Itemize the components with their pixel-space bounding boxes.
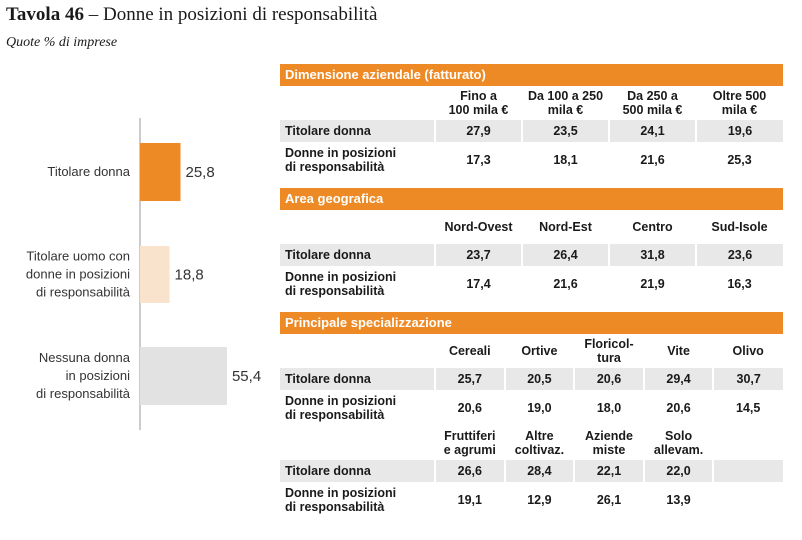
spec-table: Cereali Ortive Floricol-tura Vite Olivo Titol… — [280, 334, 783, 518]
spec-b-cell-1-3: 13,9 — [666, 493, 691, 507]
spec-a-cell-0-4: 30,7 — [712, 368, 783, 390]
table-row: Titolare donna 23,7 26,4 31,8 23,6 — [280, 244, 783, 266]
spec-a-column-header-1: Ortive — [521, 344, 558, 358]
geo-cell-0-0: 23,7 — [434, 244, 522, 266]
bar-value-label-0: 25,8 — [186, 164, 215, 181]
spec-a-cell-0-2: 20,6 — [573, 368, 644, 390]
size-cell-1-1: 18,1 — [553, 153, 578, 167]
size-cell-0-3: 19,6 — [695, 120, 783, 142]
category-label-2: Nessuna donna in posizioni di responsabili… — [36, 350, 131, 401]
table-row: Titolare donna 26,6 28,4 22,1 22,0 — [280, 460, 783, 482]
geo-cell-1-3: 16,3 — [727, 277, 752, 291]
geo-table: Nord-Ovest Nord-Est Centro Sud-Isole Titolar… — [280, 210, 783, 302]
size-row-label-0: Titolare donna — [280, 120, 435, 142]
spec-b-cell-0-0: 26,6 — [434, 460, 505, 482]
geo-column-header-0: Nord-Ovest — [444, 220, 513, 234]
spec-a-cell-0-3: 29,4 — [642, 368, 714, 390]
page-title: Tavola 46 – Donne in posizioni di respon… — [6, 4, 377, 26]
spec-a-column-headers: Cereali Ortive Floricol-tura Vite Olivo — [280, 334, 783, 368]
geo-cell-0-1: 26,4 — [521, 244, 609, 266]
size-column-header-0: Fino a 100 mila € — [448, 89, 509, 117]
table-row: Donne in posizioni di responsabilità 20,6 1… — [280, 390, 783, 426]
size-table: Fino a 100 mila € Da 100 a 250 mila € Da 250… — [280, 86, 783, 178]
geo-row-label-0: Titolare donna — [280, 244, 435, 266]
spec-a-cell-1-4: 14,5 — [736, 401, 761, 415]
spec-a-cell-1-0: 20,6 — [457, 401, 482, 415]
spec-b-column-header-3: Solo allevam. — [653, 429, 704, 457]
geo-cell-1-1: 21,6 — [553, 277, 578, 291]
category-label-1: Titolare uomo con donne in posizioni di re… — [26, 249, 131, 300]
geo-corner-cell — [280, 210, 435, 244]
size-corner-cell — [280, 86, 435, 120]
geo-cell-0-2: 31,8 — [608, 244, 696, 266]
spec-a-row-label-1: Donne in posizioni di responsabilità — [285, 394, 397, 422]
bar-chart: 25,8 Titolare donna 18,8 Titolare uomo con d… — [26, 118, 261, 430]
geo-column-headers: Nord-Ovest Nord-Est Centro Sud-Isole — [280, 210, 783, 244]
size-cell-0-0: 27,9 — [434, 120, 522, 142]
table-row: Donne in posizioni di responsabilità 17,4 2… — [280, 266, 783, 302]
spec-a-cell-1-1: 19,0 — [527, 401, 552, 415]
spec-a-cell-1-2: 18,0 — [596, 401, 622, 415]
geo-section-header: Area geografica — [280, 188, 783, 210]
size-column-header-2: Da 250 a 500 mila € — [622, 89, 683, 117]
title-text: – Donne in posizioni di responsabilità — [83, 4, 378, 25]
spec-a-column-header-3: Vite — [667, 344, 690, 358]
spec-a-cell-0-1: 20,5 — [503, 368, 575, 390]
spec-b-column-header-0: Fruttiferi e agrumi — [443, 429, 496, 457]
spec-b-column-header-1: Altre coltivaz. — [514, 429, 565, 457]
table-row: Donne in posizioni di responsabilità 19,1 1… — [280, 482, 783, 518]
bar-value-label-1: 18,8 — [175, 267, 204, 284]
spec-b-row-label-1: Donne in posizioni di responsabilità — [285, 486, 397, 514]
bar-0 — [140, 143, 181, 201]
spec-section-header: Principale specializzazione — [280, 312, 783, 334]
spec-b-cell-0-4 — [712, 460, 783, 482]
category-label-0: Titolare donna — [47, 164, 130, 179]
size-row-label-1: Donne in posizioni di responsabilità — [285, 146, 397, 174]
spec-a-cell-0-0: 25,7 — [434, 368, 505, 390]
spec-b-cell-0-1: 28,4 — [503, 460, 575, 482]
size-cell-0-2: 24,1 — [608, 120, 696, 142]
table-row: Titolare donna 27,9 23,5 24,1 19,6 — [280, 120, 783, 142]
size-cell-1-0: 17,3 — [466, 153, 491, 167]
geo-cell-1-2: 21,9 — [640, 277, 665, 291]
size-cell-0-1: 23,5 — [521, 120, 609, 142]
geo-cell-0-3: 23,6 — [695, 244, 783, 266]
size-cell-1-2: 21,6 — [640, 153, 665, 167]
table-row: Titolare donna 25,7 20,5 20,6 29,4 30,7 — [280, 368, 783, 390]
size-column-header-3: Oltre 500 mila € — [712, 89, 767, 117]
spec-b-column-header-2: Aziende miste — [585, 429, 633, 457]
spec-b-cell-0-3: 22,0 — [642, 460, 714, 482]
bar-value-label-2: 55,4 — [232, 368, 261, 385]
table-row: Donne in posizioni di responsabilità 17,3 1… — [280, 142, 783, 178]
title-number: Tavola 46 — [6, 4, 84, 25]
spec-b-cell-1-0: 19,1 — [457, 493, 482, 507]
spec-b-cell-0-2: 22,1 — [573, 460, 644, 482]
size-cell-1-3: 25,3 — [727, 153, 752, 167]
spec-a-row-label-0: Titolare donna — [280, 368, 435, 390]
spec-a-column-header-2: Floricol-tura — [584, 337, 634, 365]
geo-row-label-1: Donne in posizioni di responsabilità — [285, 270, 397, 298]
spec-b-corner-cell — [280, 426, 435, 460]
geo-cell-1-0: 17,4 — [466, 277, 491, 291]
size-section-header: Dimensione aziendale (fatturato) — [280, 64, 783, 86]
spec-b-column-header-4 — [713, 426, 783, 460]
bar-2 — [140, 347, 227, 405]
spec-a-corner-cell — [280, 334, 435, 368]
spec-b-column-headers: Fruttiferi e agrumi Altre coltivaz. Aziende m… — [280, 426, 783, 460]
size-column-headers: Fino a 100 mila € Da 100 a 250 mila € Da 250… — [280, 86, 783, 120]
geo-column-header-3: Sud-Isole — [711, 220, 768, 234]
page-subtitle: Quote % di imprese — [6, 35, 118, 50]
geo-column-header-2: Centro — [632, 220, 673, 234]
bar-1 — [140, 246, 170, 303]
spec-b-cell-1-4 — [713, 482, 783, 518]
size-column-header-1: Da 100 a 250 mila € — [527, 89, 604, 117]
spec-b-cell-1-2: 26,1 — [596, 493, 622, 507]
spec-a-cell-1-3: 20,6 — [666, 401, 691, 415]
spec-b-row-label-0: Titolare donna — [280, 460, 435, 482]
spec-b-cell-1-1: 12,9 — [527, 493, 552, 507]
geo-column-header-1: Nord-Est — [539, 220, 592, 234]
spec-a-column-header-4: Olivo — [732, 344, 764, 358]
spec-a-column-header-0: Cereali — [448, 344, 491, 358]
